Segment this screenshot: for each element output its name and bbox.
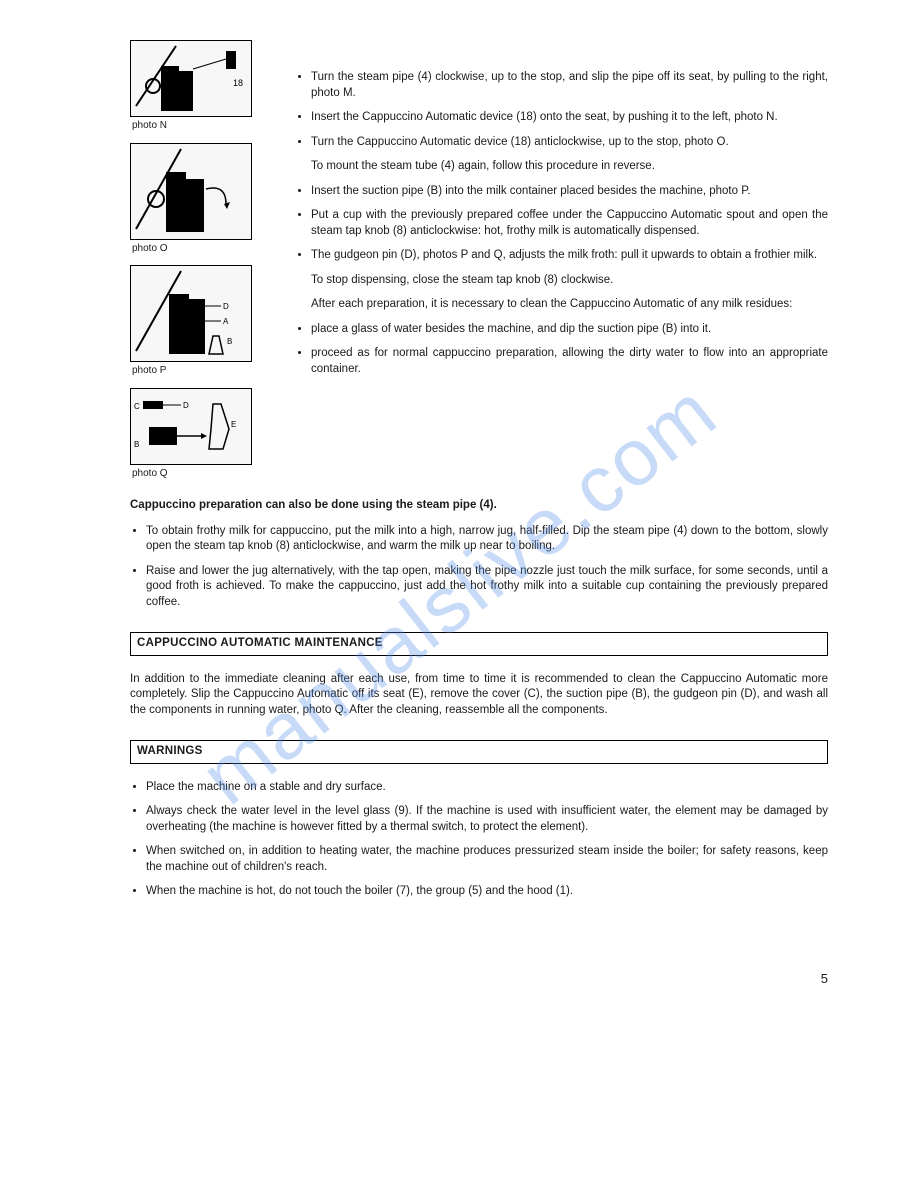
photo-q-caption: photo Q <box>132 467 265 481</box>
manual-page: manualslive.com 18 photo N <box>0 0 918 1188</box>
page-number: 5 <box>821 970 828 988</box>
warnings-body: Place the machine on a stable and dry su… <box>130 780 828 900</box>
instruction-item: Put a cup with the previously prepared c… <box>311 208 828 239</box>
alt-prep-section: Cappuccino preparation can also be done … <box>130 498 828 610</box>
maintenance-header: CAPPUCCINO AUTOMATIC MAINTENANCE <box>130 632 828 656</box>
svg-text:A: A <box>223 317 229 326</box>
alt-prep-heading: Cappuccino preparation can also be done … <box>130 498 828 514</box>
instruction-item: Insert the Cappuccino Automatic device (… <box>311 110 828 126</box>
instruction-item: proceed as for normal cappuccino prepara… <box>311 346 828 377</box>
photo-p-illustration: D A B <box>130 265 252 362</box>
photos-column: 18 photo N photo O <box>130 40 265 490</box>
instruction-item: Raise and lower the jug alternatively, w… <box>146 564 828 611</box>
warnings-bullets: Place the machine on a stable and dry su… <box>146 780 828 900</box>
svg-text:D: D <box>183 401 189 410</box>
photo-n-caption: photo N <box>132 119 265 133</box>
warning-item: When switched on, in addition to heating… <box>146 844 828 875</box>
photo-o-caption: photo O <box>132 242 265 256</box>
warning-item: Place the machine on a stable and dry su… <box>146 780 828 796</box>
photo-p-caption: photo P <box>132 364 265 378</box>
instructions-text-column: Turn the steam pipe (4) clockwise, up to… <box>295 40 828 490</box>
svg-text:B: B <box>227 337 232 346</box>
svg-text:C: C <box>134 402 140 411</box>
instruction-bullets-3: place a glass of water besides the machi… <box>311 322 828 378</box>
instruction-note: After each preparation, it is necessary … <box>311 297 828 313</box>
instruction-item: To obtain frothy milk for cappuccino, pu… <box>146 524 828 555</box>
warning-item: When the machine is hot, do not touch th… <box>146 884 828 900</box>
instruction-bullets-1: Turn the steam pipe (4) clockwise, up to… <box>311 70 828 150</box>
maintenance-body: In addition to the immediate cleaning af… <box>130 672 828 719</box>
instruction-item: The gudgeon pin (D), photos P and Q, adj… <box>311 248 828 264</box>
warning-item: Always check the water level in the leve… <box>146 804 828 835</box>
instruction-item: Insert the suction pipe (B) into the mil… <box>311 184 828 200</box>
top-two-column-section: 18 photo N photo O <box>130 40 828 490</box>
instruction-note: To stop dispensing, close the steam tap … <box>311 273 828 289</box>
svg-text:B: B <box>134 440 139 449</box>
svg-text:E: E <box>231 420 236 429</box>
instruction-bullets-2: Insert the suction pipe (B) into the mil… <box>311 184 828 264</box>
svg-text:18: 18 <box>233 78 243 88</box>
maintenance-paragraph: In addition to the immediate cleaning af… <box>130 672 828 719</box>
photo-n-illustration: 18 <box>130 40 252 117</box>
instruction-item: Turn the Cappuccino Automatic device (18… <box>311 135 828 151</box>
photo-o-illustration <box>130 143 252 240</box>
instruction-item: place a glass of water besides the machi… <box>311 322 828 338</box>
photo-q-illustration: C D B E <box>130 388 252 465</box>
warnings-header: WARNINGS <box>130 740 828 764</box>
instruction-note: To mount the steam tube (4) again, follo… <box>311 159 828 175</box>
alt-prep-bullets: To obtain frothy milk for cappuccino, pu… <box>146 524 828 611</box>
instruction-item: Turn the steam pipe (4) clockwise, up to… <box>311 70 828 101</box>
svg-text:D: D <box>223 302 229 311</box>
